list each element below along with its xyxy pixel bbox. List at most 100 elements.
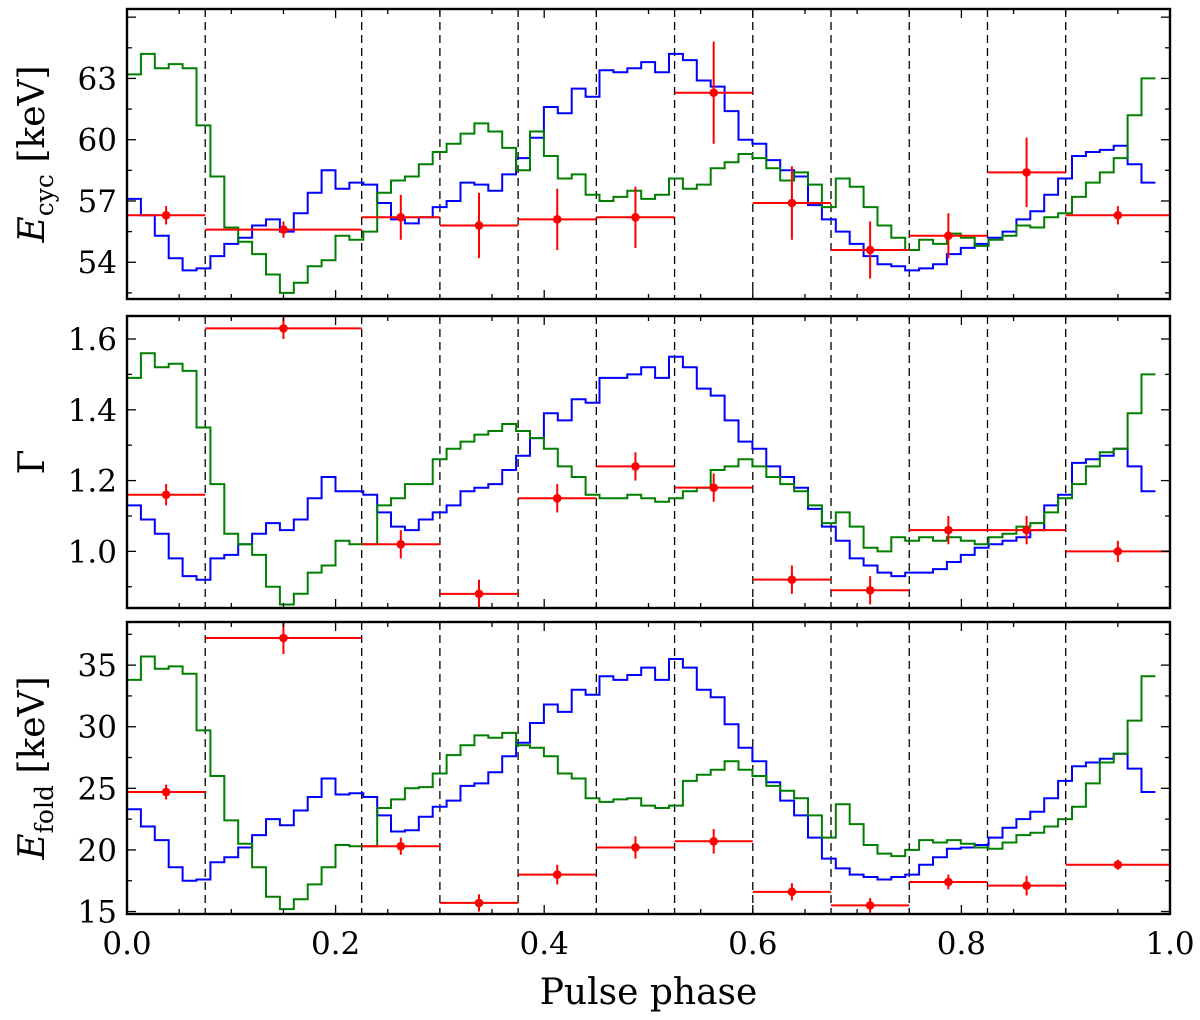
data-marker <box>709 88 718 98</box>
y-tick-label: 20 <box>78 833 117 869</box>
red-data-point <box>674 828 753 854</box>
data-marker <box>1022 168 1031 177</box>
red-data-point <box>987 875 1066 896</box>
red-data-point <box>1065 540 1170 562</box>
y-tick-label: 1.2 <box>68 464 117 500</box>
data-marker <box>865 245 875 255</box>
data-marker <box>161 210 171 220</box>
green-step-curve <box>127 655 1156 911</box>
red-data-point <box>127 484 206 506</box>
plot-frame <box>125 314 1172 610</box>
panel-middle: 1.0 1.2 1.4 1.6 Γ <box>12 314 1172 610</box>
data-marker <box>944 231 953 240</box>
data-marker <box>161 490 171 500</box>
red-data-point <box>518 188 597 250</box>
red-data-point <box>439 579 519 608</box>
plot-frame <box>125 620 1172 916</box>
y-tick-label: 63 <box>78 61 117 97</box>
y-tick-label: 35 <box>78 648 117 684</box>
y-tick-label: 25 <box>78 771 117 807</box>
red-data-point <box>518 864 597 885</box>
red-data-point <box>205 622 362 655</box>
data-marker <box>944 525 953 535</box>
red-data-point <box>752 166 832 240</box>
red-data-point <box>909 213 988 259</box>
y-tick-label: 57 <box>78 184 117 220</box>
data-marker <box>787 575 797 584</box>
data-marker <box>787 887 797 897</box>
data-marker <box>631 843 640 852</box>
y-tick-label: 1.6 <box>68 322 117 358</box>
panel-top: 54 57 60 63 Ecyc [keV] <box>12 7 1172 301</box>
y-tick-label: 60 <box>78 123 117 159</box>
y-axis-title: Γ <box>12 450 53 475</box>
red-data-point <box>205 221 362 238</box>
data-marker <box>396 539 406 549</box>
data-marker <box>279 225 288 234</box>
panel-bottom: 15 20 25 30 35 Efold [keV] 0.0 0.2 0.4 0.6 0.8 1.0 P… <box>12 620 1195 1013</box>
red-data-point <box>205 317 362 340</box>
red-data-point <box>518 484 597 513</box>
data-marker <box>552 870 562 879</box>
data-marker <box>161 787 171 797</box>
red-data-point <box>752 883 832 901</box>
red-data-point <box>831 576 910 605</box>
red-data-point <box>674 473 753 502</box>
data-marker <box>787 198 797 208</box>
y-axis-title: Ecyc [keV] <box>12 65 59 243</box>
blue-step-curve <box>127 355 1156 581</box>
data-marker <box>709 483 718 492</box>
data-marker <box>1113 860 1123 870</box>
red-data-point <box>361 194 440 240</box>
data-marker <box>279 324 288 333</box>
data-marker <box>474 589 484 599</box>
y-tick-label: 54 <box>78 245 117 281</box>
red-data-point <box>596 836 675 859</box>
y-tick-label: 1.4 <box>68 393 117 429</box>
red-data-point <box>439 192 519 259</box>
green-step-curve <box>127 52 1156 294</box>
green-step-curve <box>127 352 1156 606</box>
data-marker <box>396 841 406 851</box>
red-data-point <box>127 206 206 225</box>
red-data-point <box>1065 206 1170 225</box>
data-marker <box>552 215 562 224</box>
y-tick-label: 1.0 <box>68 534 117 570</box>
red-data-point <box>987 515 1066 545</box>
red-data-point <box>831 897 910 913</box>
data-marker <box>279 633 288 643</box>
x-tick-label: 0.0 <box>102 926 151 962</box>
y-axis-title: Efold [keV] <box>12 676 59 860</box>
red-data-point <box>831 221 910 279</box>
red-data-point <box>361 530 440 559</box>
data-marker <box>1022 525 1031 535</box>
x-tick-label: 0.8 <box>937 926 986 962</box>
data-marker <box>396 213 406 222</box>
red-data-point <box>1065 859 1170 870</box>
data-marker <box>865 901 875 910</box>
y-tick-label: 15 <box>78 895 117 931</box>
data-marker <box>1113 547 1123 556</box>
x-tick-label: 0.2 <box>311 926 360 962</box>
data-marker <box>631 462 640 471</box>
data-marker <box>1022 881 1031 890</box>
red-data-point <box>439 894 519 912</box>
data-marker <box>944 877 953 887</box>
red-data-point <box>987 137 1066 208</box>
red-data-point <box>909 515 988 545</box>
x-tick-label: 0.6 <box>728 926 777 962</box>
blue-step-curve <box>127 52 1156 272</box>
data-marker <box>552 493 562 503</box>
data-marker <box>474 221 484 230</box>
data-marker <box>865 586 875 595</box>
plot-frame <box>125 7 1172 301</box>
blue-step-curve <box>127 658 1156 882</box>
x-axis-title: Pulse phase <box>540 972 758 1013</box>
x-tick-label: 0.4 <box>520 926 569 962</box>
red-data-point <box>596 452 675 481</box>
red-data-point <box>909 874 988 890</box>
red-data-point <box>752 565 832 594</box>
red-data-point <box>674 41 753 144</box>
red-data-point <box>596 186 675 248</box>
red-data-point <box>127 784 206 800</box>
